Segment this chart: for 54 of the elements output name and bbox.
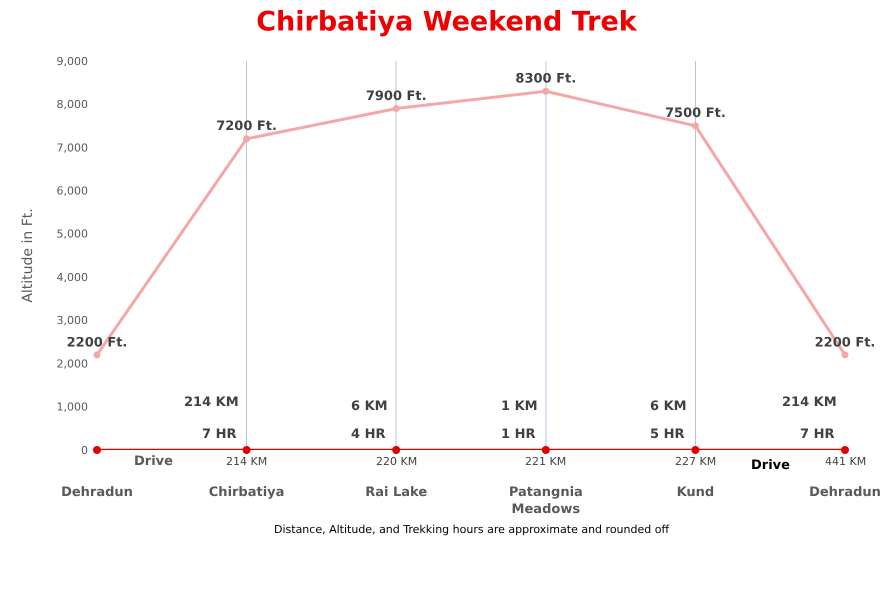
point (93, 446, 101, 454)
point (243, 135, 250, 142)
data-label: 7900 Ft. (366, 88, 427, 104)
text: 441 KM (825, 455, 866, 468)
y-axis-title: Altitude in Ft. (20, 208, 36, 303)
point (691, 446, 700, 454)
text: Drive (751, 458, 790, 473)
x-tick-label: Dehradun (61, 485, 133, 500)
y-tick-label: 2,000 (56, 357, 88, 370)
y-tick-label: 3,000 (56, 314, 88, 328)
x-tick-label: Rai Lake (365, 485, 428, 500)
x-tick-label: Kund (676, 485, 714, 500)
chart-title: Chirbatiya Weekend Trek (256, 6, 638, 38)
annotation: 6 KM (351, 399, 388, 414)
annotation: 214 KM (184, 395, 239, 410)
point (692, 122, 699, 130)
point (392, 446, 400, 454)
annotation: 1 HR (501, 427, 536, 442)
point (542, 88, 550, 95)
data-label: 2200 Ft. (814, 335, 876, 350)
text: 221 KM (525, 455, 566, 468)
y-tick-label: 7,000 (56, 141, 88, 154)
annotation: 214 KM (782, 395, 837, 410)
annotation: 1 KM (501, 399, 538, 414)
point (392, 105, 400, 112)
x-tick-label: Patangnia Meadows (508, 485, 583, 517)
text: 227 KM (675, 455, 716, 468)
y-tick-label: 5,000 (56, 228, 88, 241)
point (842, 351, 848, 358)
data-label: 7500 Ft. (665, 106, 726, 122)
annotation: 5 HR (650, 427, 684, 442)
y-tick-label: 4,000 (56, 270, 88, 284)
y-tick-label: 9,000 (56, 54, 88, 68)
point (841, 446, 849, 454)
y-tick-label: 6,000 (56, 184, 88, 198)
data-label: 2200 Ft. (66, 335, 128, 350)
x-tick-label: Dehradun (809, 485, 881, 500)
text: Drive (134, 454, 174, 469)
annotation: 7 HR (202, 427, 236, 442)
text: Distance, Altitude, and Trekking hours are approximate and rounded off (274, 523, 670, 536)
annotation: 4 HR (351, 427, 386, 442)
annotation: 6 KM (650, 399, 687, 414)
annotation: 7 HR (800, 427, 834, 442)
point (542, 446, 550, 454)
point (242, 446, 251, 454)
x-tick-label: Chirbatiya (208, 485, 284, 500)
text: 220 KM (376, 455, 418, 468)
y-tick-label: 1,000 (56, 400, 88, 414)
y-tick-label: 8,000 (56, 98, 88, 112)
y-tick-label: 0 (81, 444, 88, 457)
point (94, 351, 100, 358)
data-label: 7200 Ft. (216, 119, 277, 134)
text: 214 KM (226, 455, 268, 468)
data-label: 8300 Ft. (515, 72, 576, 87)
